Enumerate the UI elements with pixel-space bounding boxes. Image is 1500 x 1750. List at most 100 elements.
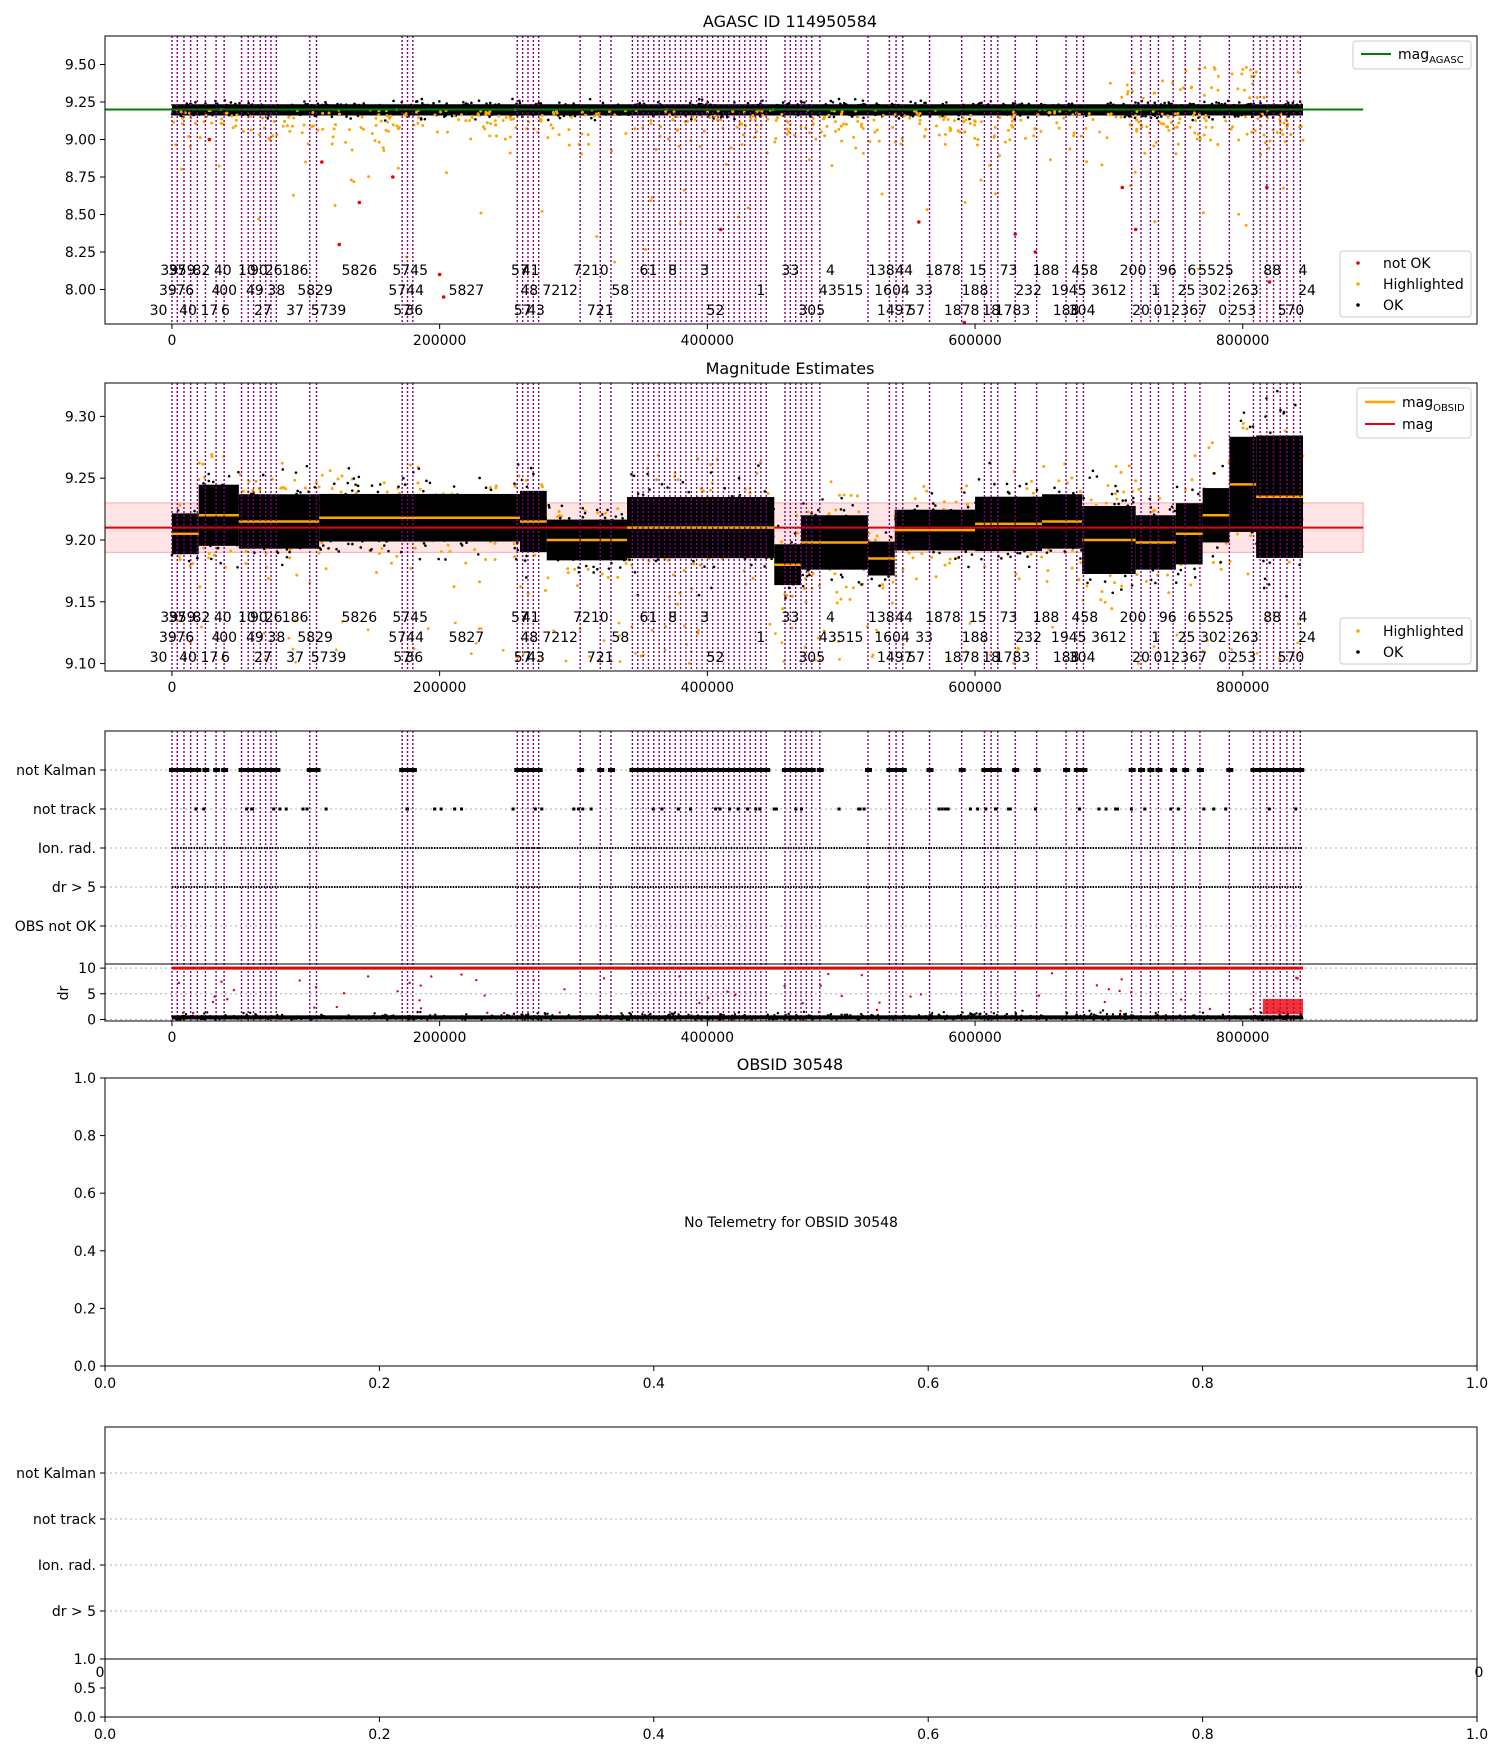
highlighted-point [859, 124, 863, 128]
highlighted-point [1244, 115, 1248, 119]
ok-point [1123, 574, 1127, 578]
highlighted-point [230, 114, 234, 118]
ok-point [771, 529, 775, 533]
ok-point [1027, 102, 1031, 106]
ok-point [860, 583, 863, 586]
ok-point [1058, 522, 1062, 526]
ok-point [823, 533, 827, 536]
ok-point [827, 104, 830, 107]
ok-point [1151, 568, 1155, 572]
ok-point [1239, 419, 1243, 423]
highlighted-point [508, 115, 512, 119]
obsid-label: 33 [915, 283, 933, 299]
ok-point [464, 102, 468, 106]
obsid-label: 5829 [297, 283, 333, 299]
ok-point [1205, 517, 1209, 521]
highlighted-point [1113, 492, 1117, 496]
ok-point [238, 101, 241, 105]
ok-point [288, 550, 291, 554]
ok-point [957, 539, 960, 543]
obsid-label: 188 [962, 283, 989, 299]
ok-point [752, 110, 755, 113]
ok-point [407, 513, 411, 517]
ok-point [313, 114, 317, 118]
ok-point [187, 105, 190, 109]
highlighted-point [1068, 147, 1072, 151]
ok-point [973, 112, 976, 116]
highlighted-point [552, 629, 556, 633]
highlighted-point [320, 541, 324, 545]
highlighted-point [774, 136, 778, 140]
obsid-label: 305 [798, 303, 825, 319]
ok-point [1295, 103, 1299, 107]
ok-point [236, 543, 239, 547]
obsid-label: 1 [1151, 630, 1160, 646]
ok-point [296, 489, 299, 493]
obsid-label: 44 [895, 263, 913, 279]
highlighted-point [340, 474, 344, 478]
highlighted-point [543, 589, 547, 593]
highlighted-point [822, 629, 826, 633]
ok-point [1182, 111, 1185, 114]
obsid-label: 1878 [925, 263, 961, 279]
highlighted-point [1236, 87, 1240, 91]
ok-point [1007, 112, 1010, 116]
obsid-label: 43515 [819, 283, 864, 299]
ok-point [951, 514, 954, 517]
ok-point [919, 512, 922, 515]
ok-point [974, 536, 978, 539]
highlighted-point [460, 113, 464, 117]
ok-point [216, 484, 219, 488]
highlighted-point [1189, 583, 1193, 587]
ok-point [313, 501, 316, 505]
ok-point [911, 110, 914, 113]
ok-point [541, 105, 545, 108]
ok-point [329, 539, 332, 543]
highlighted-point [551, 126, 555, 130]
y-tick-label: 9.50 [65, 58, 96, 74]
ok-point [666, 486, 669, 489]
ok-point [781, 101, 785, 104]
ok-point [491, 532, 494, 536]
ok-point [445, 102, 448, 105]
ok-point [948, 110, 951, 114]
ok-point [323, 501, 327, 504]
ok-point [572, 102, 575, 105]
ok-point [817, 105, 821, 109]
ok-point [230, 506, 233, 509]
ok-point [1261, 110, 1265, 113]
ok-point [1288, 501, 1291, 505]
highlighted-point [830, 164, 834, 168]
obsid-label: 138 [868, 263, 895, 279]
ok-point [1236, 480, 1240, 483]
highlighted-point [249, 128, 253, 132]
ok-point [1203, 519, 1207, 522]
not-ok-legend-label: not OK [1383, 256, 1431, 272]
ok-point [1267, 542, 1271, 546]
highlighted-point [948, 129, 952, 133]
ok-point [1287, 534, 1290, 538]
ok-point [334, 522, 337, 525]
ok-point [661, 517, 665, 521]
ok-point [1109, 101, 1112, 105]
highlighted-point [304, 160, 308, 164]
highlighted-point [1196, 132, 1200, 136]
highlighted-point [671, 573, 675, 577]
ok-point [859, 105, 863, 109]
ok-point [198, 539, 202, 542]
highlighted-point [774, 632, 777, 635]
highlighted-point [333, 204, 337, 208]
highlighted-point [1206, 639, 1209, 642]
obsid-label: 188 [1033, 263, 1060, 279]
highlighted-point [735, 125, 739, 129]
ok-point [1193, 543, 1197, 547]
ok-point [966, 110, 970, 113]
ok-point [1163, 101, 1166, 105]
highlighted-point [291, 124, 295, 128]
highlighted-point [833, 572, 837, 576]
ok-point [841, 104, 845, 108]
ok-point [518, 99, 521, 103]
highlighted-point [1181, 86, 1185, 90]
highlighted-point [513, 555, 517, 559]
ok-point [840, 496, 843, 500]
